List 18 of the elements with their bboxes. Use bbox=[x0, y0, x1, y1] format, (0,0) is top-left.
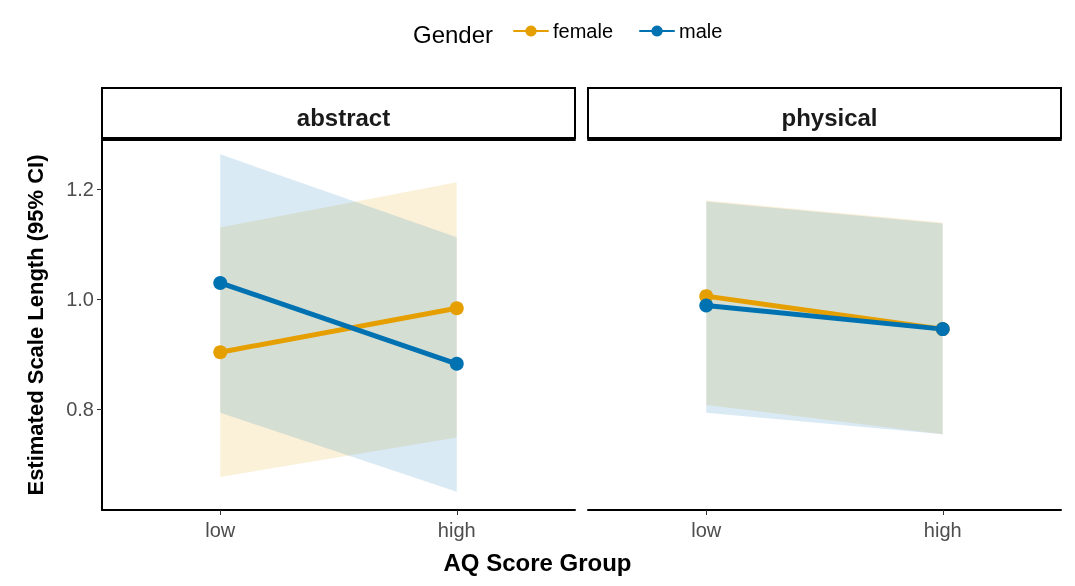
point bbox=[213, 275, 228, 290]
x-tick-label: low bbox=[205, 519, 236, 541]
chart-title: abstract bbox=[296, 103, 391, 131]
chart-title: physical bbox=[781, 103, 878, 131]
legend-title: Gender bbox=[413, 20, 494, 48]
y-axis-title: Estimated Scale Length (95% CI) bbox=[22, 154, 48, 496]
x-axis-title: AQ Score Group bbox=[443, 548, 632, 576]
point bbox=[213, 345, 228, 360]
legend-label: female bbox=[553, 20, 614, 42]
legend-label: male bbox=[679, 20, 723, 42]
point bbox=[449, 301, 464, 316]
y-tick-label: 1.0 bbox=[66, 288, 94, 311]
y-tick-label: 1.2 bbox=[66, 178, 94, 201]
point bbox=[449, 356, 464, 371]
x-tick-label: low bbox=[691, 519, 722, 541]
y-tick-label: 0.8 bbox=[66, 398, 94, 421]
x-tick-label: high bbox=[923, 519, 962, 541]
x-tick-label: high bbox=[437, 519, 476, 541]
